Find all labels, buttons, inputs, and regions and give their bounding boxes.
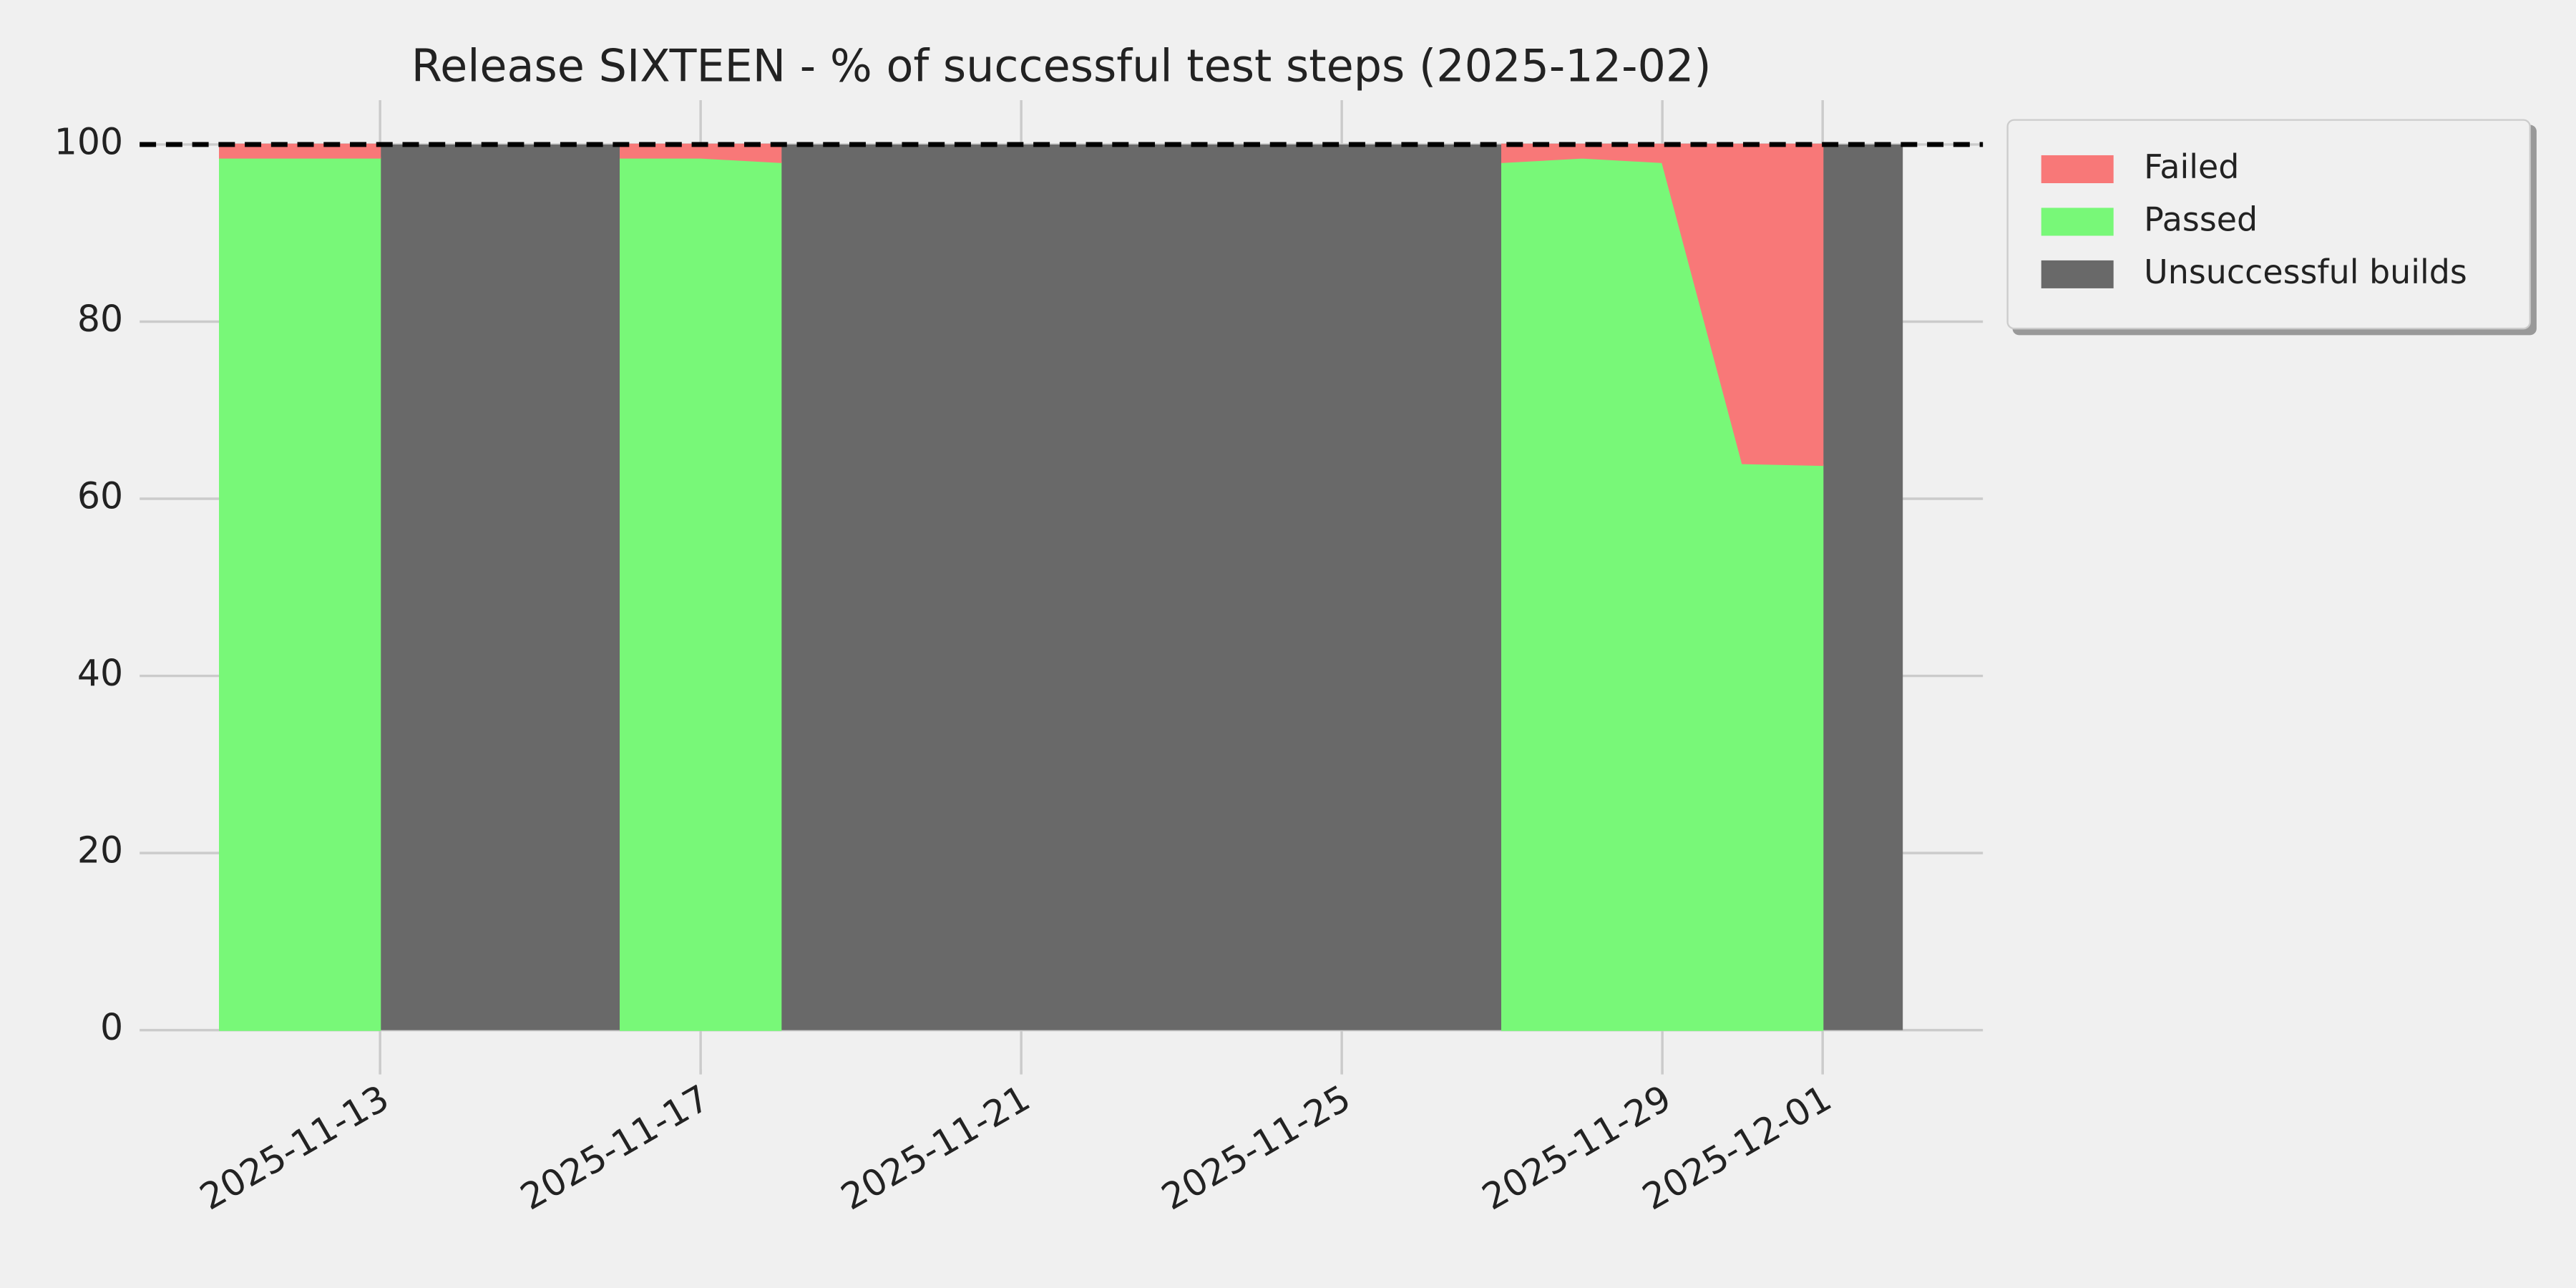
y-tick-label: 0 bbox=[100, 1006, 123, 1048]
y-tick-label: 20 bbox=[77, 829, 123, 872]
legend-box bbox=[2006, 119, 2531, 330]
legend-label: Unsuccessful builds bbox=[2144, 253, 2467, 291]
legend-swatch bbox=[2041, 208, 2114, 236]
y-tick-label: 100 bbox=[54, 120, 123, 162]
unsuccessful-span bbox=[781, 144, 1503, 1030]
chart-title: Release SIXTEEN - % of successful test s… bbox=[411, 40, 1712, 92]
legend-swatch bbox=[2041, 260, 2114, 288]
legend: Failed Passed Unsuccessful builds bbox=[2006, 119, 2537, 336]
y-tick-label: 60 bbox=[77, 475, 123, 517]
y-tick-label: 80 bbox=[77, 298, 123, 340]
legend-label: Failed bbox=[2144, 147, 2239, 186]
unsuccessful-span bbox=[1823, 144, 1903, 1030]
unsuccessful-span bbox=[380, 144, 621, 1030]
y-tick-label: 40 bbox=[77, 652, 123, 694]
legend-swatch bbox=[2041, 155, 2114, 183]
plot-area bbox=[140, 142, 1984, 1031]
legend-label: Passed bbox=[2144, 200, 2258, 238]
